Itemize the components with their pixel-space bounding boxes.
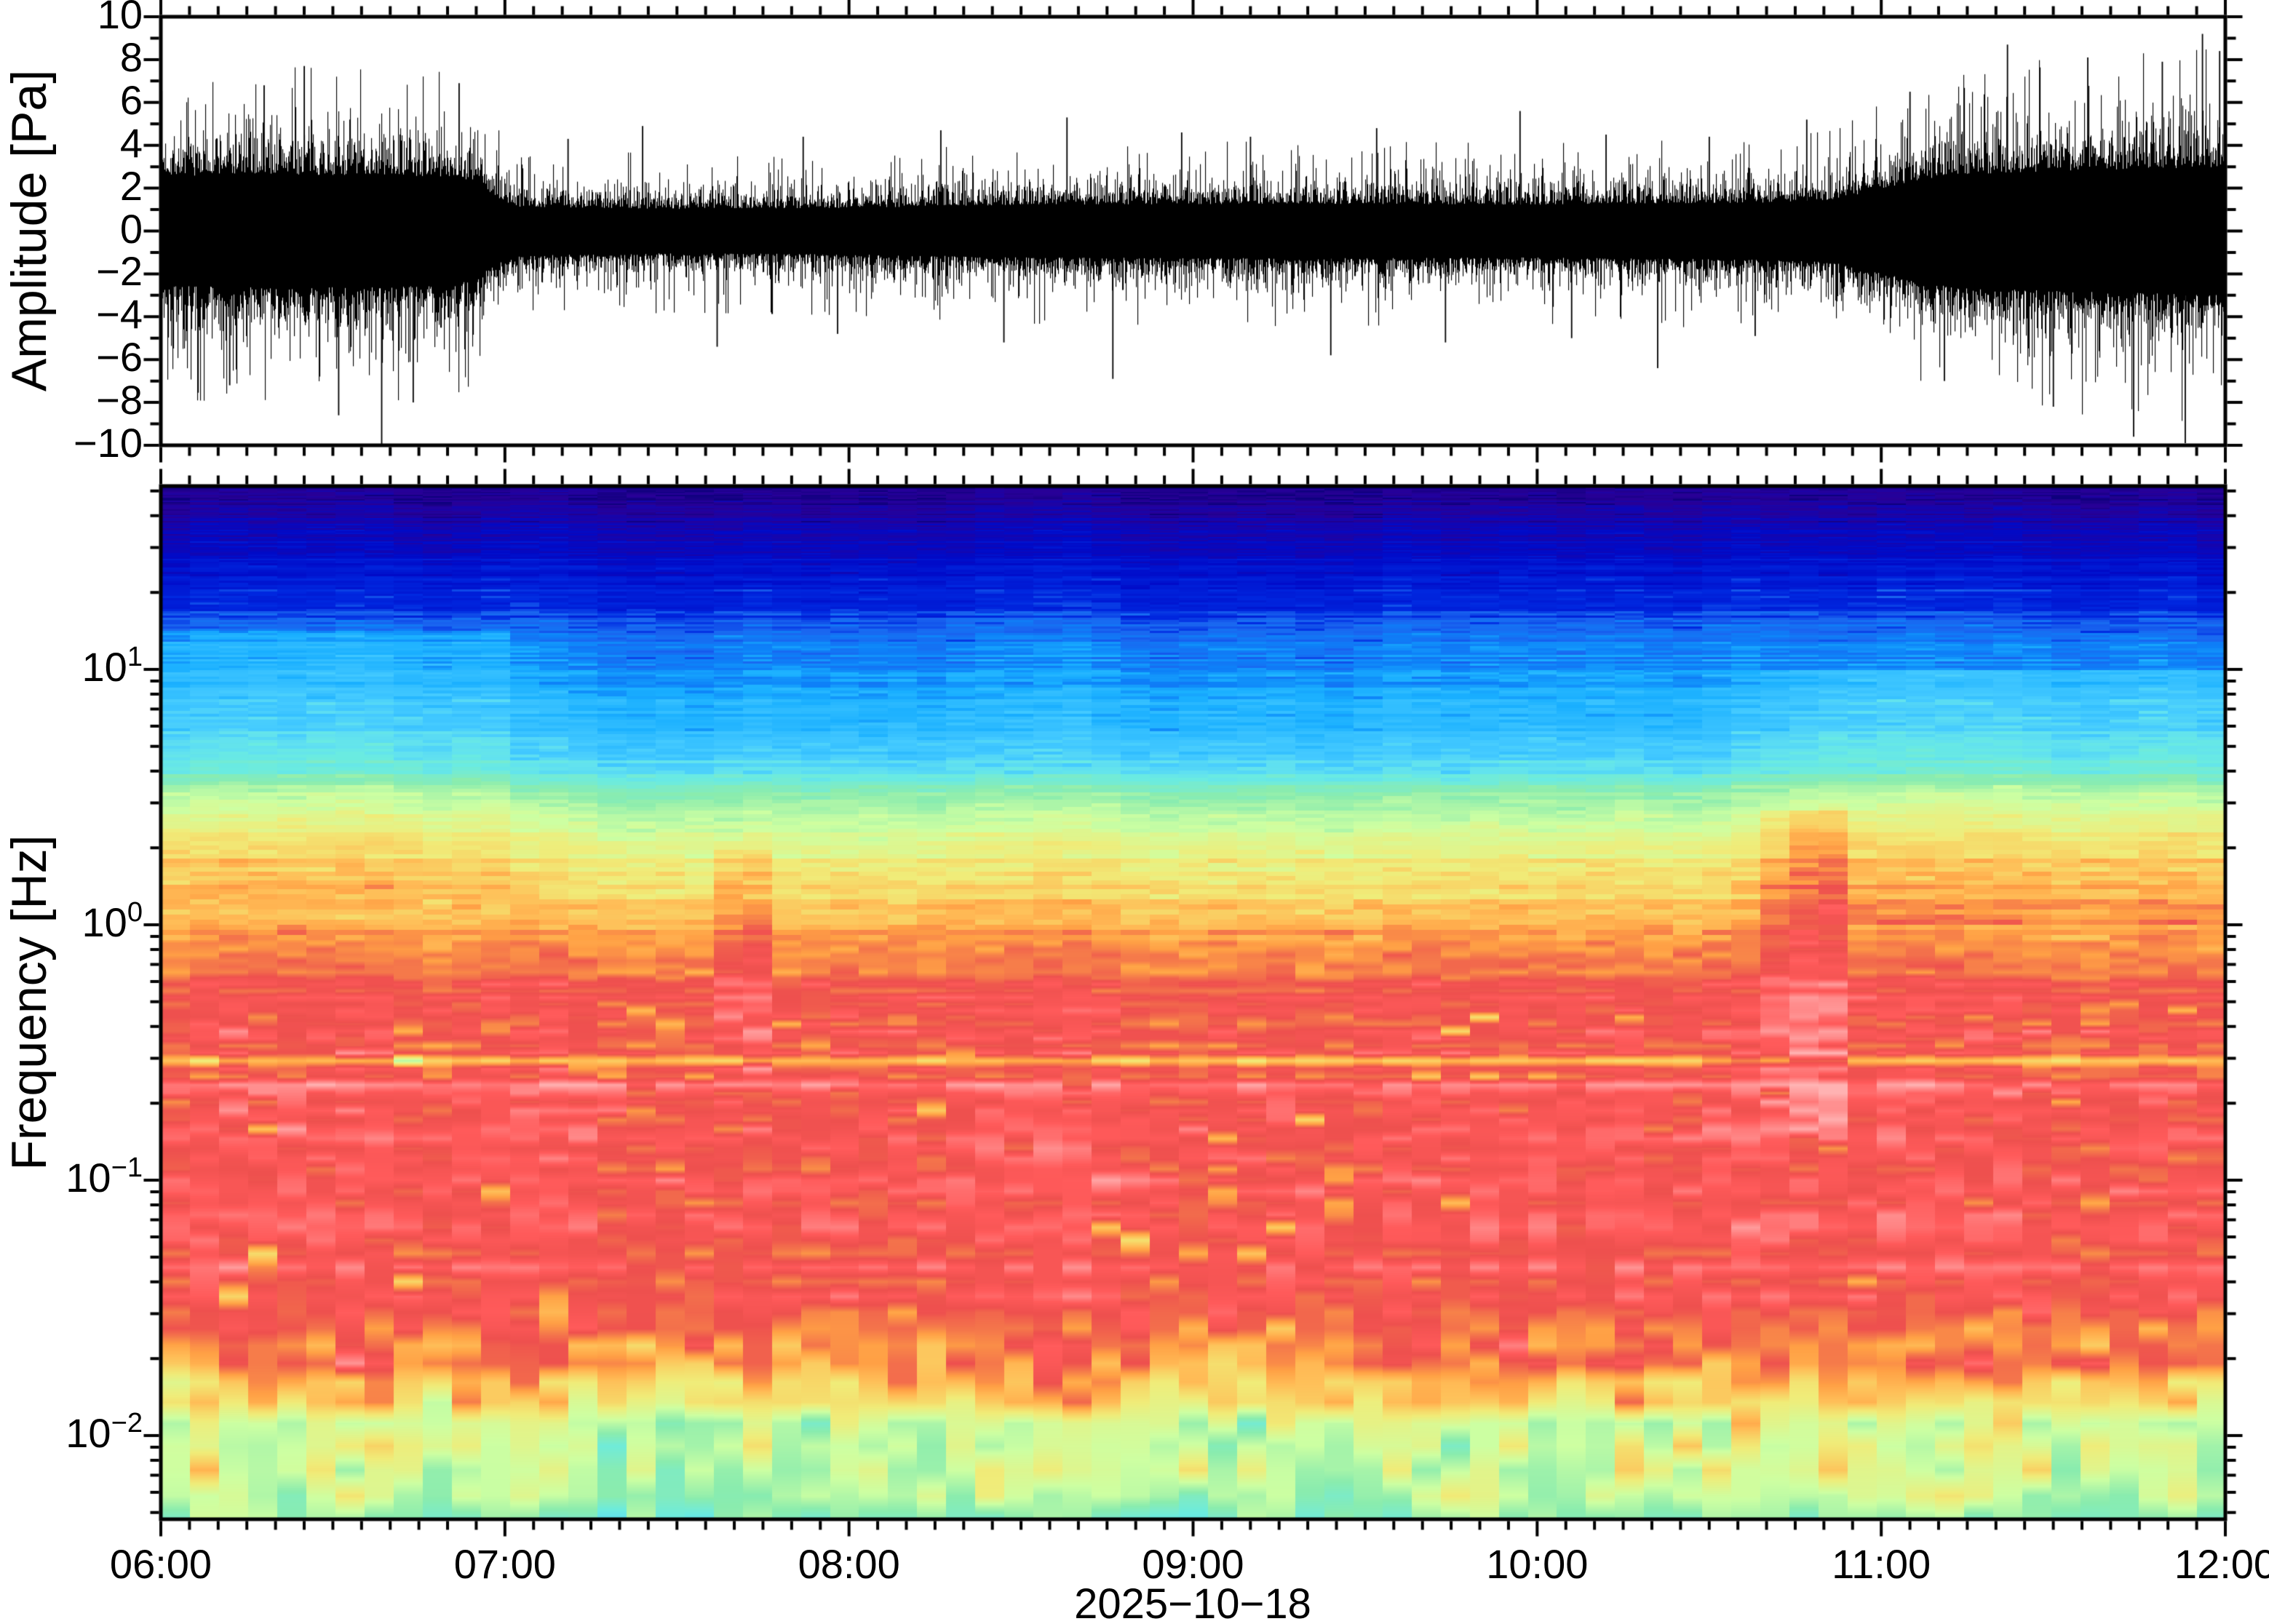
frequency-axis-title: Frequency [Hz] <box>1 835 57 1171</box>
time-tick-label: 11:00 <box>1832 1541 1931 1587</box>
time-tick-label: 07:00 <box>453 1541 556 1587</box>
frequency-tick-exponent: 1 <box>127 642 143 673</box>
time-tick-label: 09:00 <box>1142 1541 1244 1587</box>
frequency-tick-exponent: −1 <box>111 1153 143 1184</box>
amplitude-tick-label: −10 <box>73 420 143 466</box>
amplitude-tick-label: 6 <box>119 76 143 123</box>
frequency-tick-base: 10 <box>65 1410 111 1457</box>
frequency-tick-base: 10 <box>65 1155 111 1201</box>
date-label: 2025−10−18 <box>1074 1580 1311 1624</box>
frequency-tick-base: 10 <box>82 644 127 690</box>
frequency-tick-exponent: 0 <box>127 897 143 928</box>
frequency-tick-label: 101 <box>0 642 143 693</box>
amplitude-tick-label: 0 <box>119 205 143 252</box>
time-tick-label: 12:00 <box>2174 1541 2269 1587</box>
frequency-tick-base: 10 <box>82 899 127 946</box>
frequency-tick-exponent: −2 <box>111 1408 143 1439</box>
time-tick-label: 08:00 <box>798 1541 900 1587</box>
amplitude-tick-label: 2 <box>119 162 143 209</box>
amplitude-tick-label: −6 <box>96 334 143 381</box>
amplitude-tick-label: 8 <box>119 33 143 80</box>
time-tick-label: 06:00 <box>109 1541 212 1587</box>
amplitude-tick-label: −4 <box>96 291 143 338</box>
amplitude-tick-label: −8 <box>96 377 143 423</box>
frequency-tick-label: 100 <box>0 897 143 948</box>
frequency-tick-label: 10−2 <box>0 1408 143 1459</box>
amplitude-tick-label: 4 <box>119 119 143 166</box>
frequency-tick-label: 10−1 <box>0 1153 143 1203</box>
time-tick-label: 10:00 <box>1486 1541 1589 1587</box>
amplitude-tick-label: −2 <box>96 248 143 295</box>
amplitude-tick-label: 10 <box>97 0 143 37</box>
